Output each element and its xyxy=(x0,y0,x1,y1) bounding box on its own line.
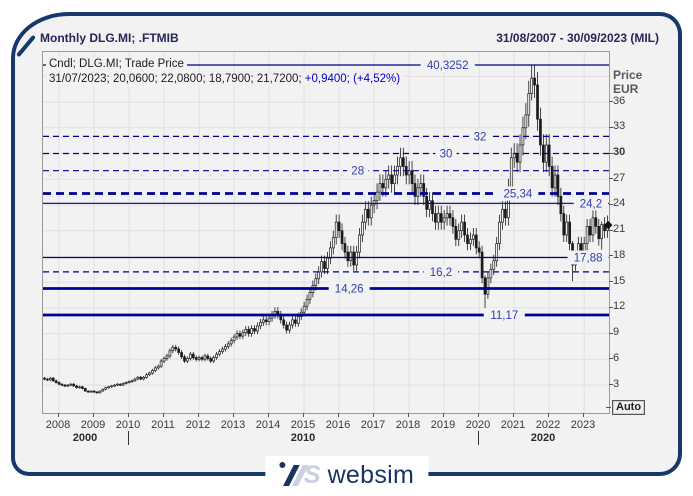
svg-text:14,26: 14,26 xyxy=(335,284,364,296)
price-tick-mark xyxy=(609,281,613,282)
year-label: 2015 xyxy=(290,419,316,431)
svg-text:28: 28 xyxy=(351,166,364,178)
year-label: 2021 xyxy=(500,419,526,431)
year-label: 2020 xyxy=(465,419,491,431)
svg-text:40,3252: 40,3252 xyxy=(427,60,469,72)
price-tick-label: 30 xyxy=(613,146,626,158)
price-tick-mark xyxy=(609,178,613,179)
year-label: 2018 xyxy=(395,419,421,431)
auto-scale-button[interactable]: Auto xyxy=(612,400,646,415)
decade-label: 2010 xyxy=(290,432,316,444)
year-label: 2022 xyxy=(535,419,561,431)
price-tick-label: 24 xyxy=(613,197,626,209)
plot-area[interactable]: 40,3252 32 30 28 25,34 24,2 17,88 16,2 14,26 11,1… xyxy=(42,51,610,414)
year-label: 2019 xyxy=(430,419,456,431)
year-tick-mark xyxy=(478,413,479,417)
logo-dot-icon xyxy=(278,462,285,468)
year-label: 2017 xyxy=(360,419,386,431)
svg-text:32: 32 xyxy=(474,131,487,143)
legend-ohlc-values: 31/07/2023; 20,0600; 22,0800; 18,7900; 2… xyxy=(49,73,305,85)
price-tick-mark xyxy=(609,333,613,334)
legend-change: +0,9400; (+4,52%) xyxy=(304,73,401,85)
year-tick-mark xyxy=(58,413,59,417)
price-axis-title-eur: EUR xyxy=(613,82,639,96)
year-label: 2008 xyxy=(45,419,71,431)
decade-label: 2020 xyxy=(530,432,556,444)
price-tick-label: 21 xyxy=(613,223,626,235)
year-tick-mark xyxy=(163,413,164,417)
candlestick-svg: 40,3252 32 30 28 25,34 24,2 17,88 16,2 14,26 11,1… xyxy=(43,52,609,413)
year-label: 2010 xyxy=(115,419,141,431)
price-axis-title: Price EUR xyxy=(613,68,642,96)
price-tick-mark xyxy=(609,230,613,231)
year-tick-mark xyxy=(338,413,339,417)
price-tick-label: 6 xyxy=(613,352,620,364)
year-tick-mark xyxy=(268,413,269,417)
price-tick-mark xyxy=(609,358,613,359)
price-tick-label: 15 xyxy=(613,275,626,287)
year-tick-mark xyxy=(128,413,129,417)
price-tick-label: 12 xyxy=(613,300,626,312)
decade-tick-mark xyxy=(478,431,479,445)
year-label: 2011 xyxy=(151,419,175,431)
svg-text:24,2: 24,2 xyxy=(580,198,602,210)
year-label: 2023 xyxy=(570,419,596,431)
logo-wordmark: websim xyxy=(327,461,415,489)
chart-title: Monthly DLG.MI; .FTMIB xyxy=(40,31,179,45)
year-tick-mark xyxy=(373,413,374,417)
year-label: 2012 xyxy=(185,419,211,431)
price-tick-mark xyxy=(609,153,613,154)
price-tick-label: 33 xyxy=(613,120,626,132)
svg-text:30: 30 xyxy=(440,149,453,161)
websim-logo: S websim xyxy=(264,456,429,494)
decade-tick-mark xyxy=(128,431,129,445)
auto-tick-dash xyxy=(606,407,611,408)
decade-label: 2000 xyxy=(72,432,98,444)
price-tick-label: 9 xyxy=(613,326,620,338)
year-tick-mark xyxy=(408,413,409,417)
year-tick-mark xyxy=(303,413,304,417)
year-tick-mark xyxy=(548,413,549,417)
last-price-marker: ◆ xyxy=(604,219,613,231)
year-tick-mark xyxy=(583,413,584,417)
year-tick-mark xyxy=(198,413,199,417)
price-tick-label: 3 xyxy=(613,378,620,390)
price-tick-label: 18 xyxy=(613,249,626,261)
price-tick-mark xyxy=(609,127,613,128)
logo-s-glyph: S xyxy=(303,460,321,489)
price-tick-mark xyxy=(609,307,613,308)
year-label: 2014 xyxy=(255,419,281,431)
year-tick-mark xyxy=(233,413,234,417)
legend-series: Cndl; DLG.MI; Trade Price xyxy=(46,58,187,71)
year-label: 2009 xyxy=(80,419,106,431)
year-label: 2013 xyxy=(220,419,246,431)
year-label: 2016 xyxy=(325,419,351,431)
price-tick-mark xyxy=(609,255,613,256)
price-tick-mark xyxy=(609,204,613,205)
legend-ohlc: 31/07/2023; 20,0600; 22,0800; 18,7900; 2… xyxy=(46,73,404,86)
price-tick-mark xyxy=(609,101,613,102)
year-tick-mark xyxy=(513,413,514,417)
price-tick-mark xyxy=(609,384,613,385)
price-tick-label: 36 xyxy=(613,95,626,107)
legend-series-text: Cndl; DLG.MI; Trade Price xyxy=(49,58,184,70)
year-tick-mark xyxy=(443,413,444,417)
svg-text:25,34: 25,34 xyxy=(504,189,533,201)
date-range: 31/08/2007 - 30/09/2023 (MIL) xyxy=(496,31,659,45)
svg-text:11,17: 11,17 xyxy=(490,310,518,322)
price-tick-label: 27 xyxy=(613,172,626,184)
year-tick-mark xyxy=(93,413,94,417)
price-axis-title-price: Price xyxy=(613,68,643,82)
svg-text:16,2: 16,2 xyxy=(430,267,452,279)
svg-text:17,88: 17,88 xyxy=(574,253,603,265)
